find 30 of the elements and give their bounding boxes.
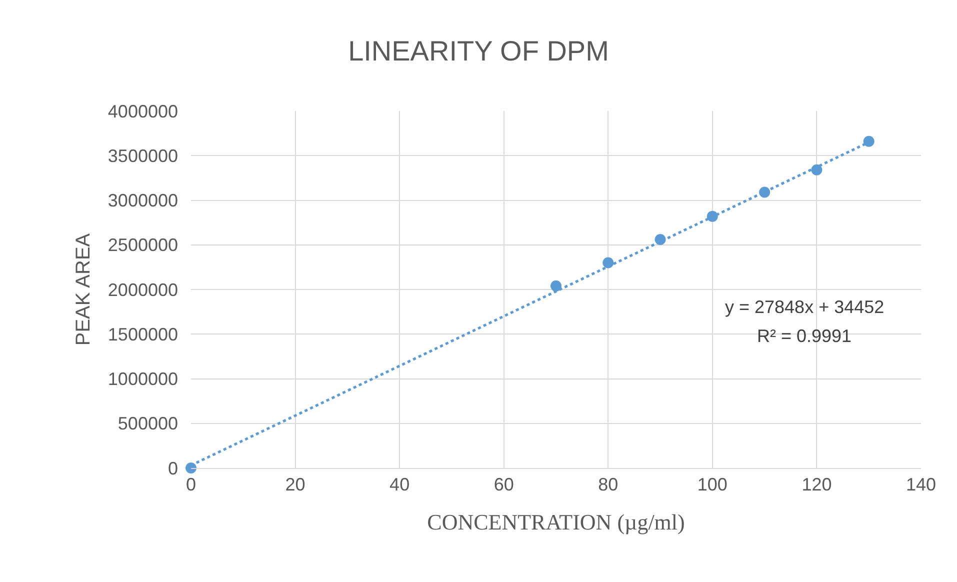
y-tick-label: 0 — [168, 458, 178, 478]
y-tick-label: 3000000 — [108, 190, 178, 211]
x-tick-label: 0 — [186, 474, 196, 495]
x-tick-label: 40 — [390, 474, 410, 495]
chart-title: LINEARITY OF DPM — [348, 35, 609, 66]
point — [863, 136, 874, 147]
annotation: R² = 0.9991 — [757, 326, 852, 346]
annotation: y = 27848x + 34452 — [725, 297, 884, 317]
x-tick-label: 100 — [697, 474, 728, 495]
x-tick-label: 60 — [494, 474, 514, 495]
x-tick-label: 80 — [598, 474, 618, 495]
point — [186, 462, 196, 474]
point — [602, 257, 614, 268]
y-tick-label: 1500000 — [108, 324, 178, 344]
y-tick-label: 3500000 — [108, 146, 178, 166]
y-tick-label: 2000000 — [108, 280, 178, 300]
point — [811, 164, 822, 176]
point — [706, 210, 718, 222]
y-axis-title: PEAK AREA — [72, 232, 94, 346]
point — [759, 186, 770, 198]
x-tick-label: 120 — [802, 474, 832, 495]
x-axis-title: CONCENTRATION (µg/ml) — [427, 510, 685, 534]
y-tick-label: 1000000 — [108, 369, 178, 390]
x-tick-label: 140 — [906, 474, 936, 495]
point — [654, 234, 666, 246]
y-tick-label: 500000 — [118, 414, 178, 434]
point — [550, 280, 562, 292]
x-tick-label: 20 — [285, 474, 306, 495]
y-tick-label: 2500000 — [108, 235, 178, 256]
y-tick-label: 4000000 — [108, 101, 178, 122]
